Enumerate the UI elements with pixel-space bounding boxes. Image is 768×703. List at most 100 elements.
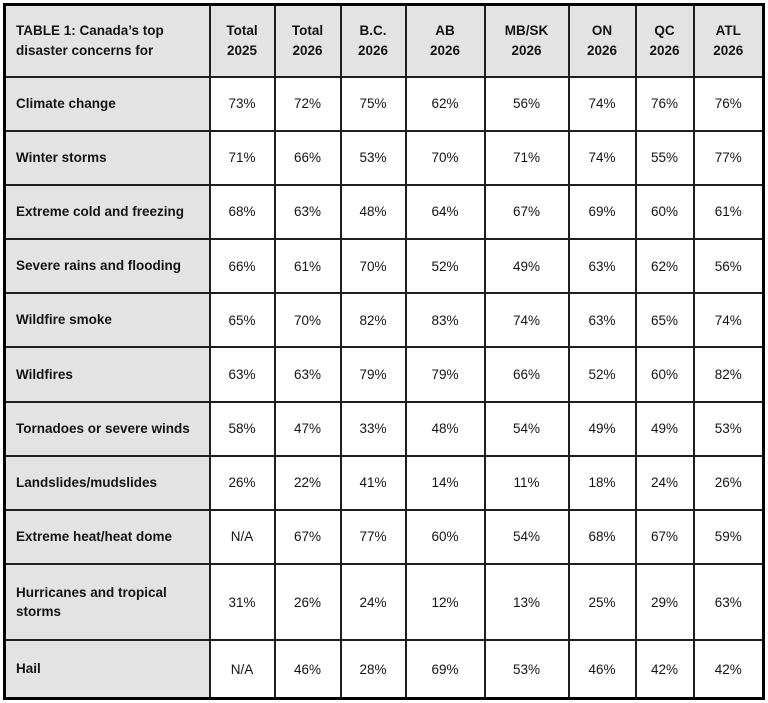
data-cell: 70% (339, 238, 407, 295)
data-cell: 68% (567, 508, 637, 566)
data-cell: 56% (692, 238, 765, 295)
data-cell: 74% (567, 129, 637, 186)
data-cell: 63% (273, 346, 342, 403)
data-cell: 49% (483, 238, 570, 295)
data-cell: 59% (692, 508, 765, 566)
data-cell: 65% (634, 292, 695, 349)
data-cell: N/A (208, 639, 276, 700)
data-cell: 49% (634, 400, 695, 457)
data-cell: 12% (404, 563, 486, 642)
data-cell: 47% (273, 400, 342, 457)
data-cell: 82% (339, 292, 407, 349)
data-cell: 26% (208, 454, 276, 511)
table-row: Extreme heat/heat dome N/A 67% 77% 60% 54% 68%… (3, 508, 765, 566)
data-cell: 54% (483, 508, 570, 566)
data-cell: 66% (208, 238, 276, 295)
data-cell: 63% (567, 292, 637, 349)
data-cell: 67% (483, 183, 570, 241)
column-header: MB/SK 2026 (483, 3, 570, 78)
table-body: Climate change 73% 72% 75% 62% 56% 74% 76% 76% Wi… (3, 75, 765, 700)
data-cell: 74% (483, 292, 570, 349)
data-cell: 72% (273, 75, 342, 132)
data-cell: 65% (208, 292, 276, 349)
data-cell: 66% (483, 346, 570, 403)
row-label: Wildfires (3, 346, 211, 403)
column-header: ATL 2026 (692, 3, 765, 78)
data-cell: 14% (404, 454, 486, 511)
data-cell: 62% (404, 75, 486, 132)
column-header: Total 2025 (208, 3, 276, 78)
data-cell: 61% (273, 238, 342, 295)
row-label: Landslides/mudslides (3, 454, 211, 511)
column-header: AB 2026 (404, 3, 486, 78)
data-cell: 73% (208, 75, 276, 132)
data-cell: 33% (339, 400, 407, 457)
data-cell: 42% (692, 639, 765, 700)
data-cell: 76% (634, 75, 695, 132)
table-row: Landslides/mudslides 26% 22% 41% 14% 11% 18% 24… (3, 454, 765, 511)
data-cell: 79% (404, 346, 486, 403)
data-cell: 26% (273, 563, 342, 642)
data-cell: 82% (692, 346, 765, 403)
data-cell: 29% (634, 563, 695, 642)
table-row: Hail N/A 46% 28% 69% 53% 46% 42% 42% (3, 639, 765, 700)
data-cell: 52% (567, 346, 637, 403)
row-label: Extreme cold and freezing (3, 183, 211, 241)
data-cell: 49% (567, 400, 637, 457)
data-cell: 31% (208, 563, 276, 642)
data-cell: 63% (567, 238, 637, 295)
data-cell: 79% (339, 346, 407, 403)
data-cell: 53% (483, 639, 570, 700)
data-cell: 54% (483, 400, 570, 457)
row-label: Hail (3, 639, 211, 700)
row-label: Severe rains and flooding (3, 238, 211, 295)
data-cell: 74% (567, 75, 637, 132)
row-label: Extreme heat/heat dome (3, 508, 211, 566)
data-cell: 71% (208, 129, 276, 186)
header-row: TABLE 1: Canada’s top disaster concerns … (3, 3, 765, 78)
data-cell: 25% (567, 563, 637, 642)
data-cell: 77% (339, 508, 407, 566)
data-cell: 71% (483, 129, 570, 186)
data-cell: 28% (339, 639, 407, 700)
data-cell: 70% (404, 129, 486, 186)
data-cell: 77% (692, 129, 765, 186)
data-cell: 64% (404, 183, 486, 241)
data-cell: N/A (208, 508, 276, 566)
disaster-concerns-table: TABLE 1: Canada’s top disaster concerns … (3, 3, 765, 700)
data-cell: 53% (692, 400, 765, 457)
table-row: Climate change 73% 72% 75% 62% 56% 74% 76% 76% (3, 75, 765, 132)
data-cell: 46% (567, 639, 637, 700)
data-cell: 46% (273, 639, 342, 700)
data-cell: 76% (692, 75, 765, 132)
table-row: Wildfire smoke 65% 70% 82% 83% 74% 63% 65% 74% (3, 292, 765, 349)
data-cell: 60% (404, 508, 486, 566)
table-row: Hurricanes and tropical storms 31% 26% 24% 1… (3, 563, 765, 642)
row-label: Wildfire smoke (3, 292, 211, 349)
table-row: Winter storms 71% 66% 53% 70% 71% 74% 55% 77% (3, 129, 765, 186)
data-cell: 55% (634, 129, 695, 186)
data-cell: 52% (404, 238, 486, 295)
data-cell: 48% (404, 400, 486, 457)
data-cell: 58% (208, 400, 276, 457)
data-cell: 69% (567, 183, 637, 241)
data-cell: 60% (634, 346, 695, 403)
data-cell: 66% (273, 129, 342, 186)
data-cell: 24% (634, 454, 695, 511)
data-cell: 63% (208, 346, 276, 403)
data-cell: 67% (273, 508, 342, 566)
row-label: Hurricanes and tropical storms (3, 563, 211, 642)
data-cell: 69% (404, 639, 486, 700)
table-row: Severe rains and flooding 66% 61% 70% 52% 49%… (3, 238, 765, 295)
table-row: Tornadoes or severe winds 58% 47% 33% 48% 54%… (3, 400, 765, 457)
data-cell: 26% (692, 454, 765, 511)
row-label: Climate change (3, 75, 211, 132)
data-cell: 83% (404, 292, 486, 349)
data-cell: 67% (634, 508, 695, 566)
column-header: Total 2026 (273, 3, 342, 78)
data-cell: 62% (634, 238, 695, 295)
table-title: TABLE 1: Canada’s top disaster concerns … (3, 3, 211, 78)
data-cell: 48% (339, 183, 407, 241)
data-cell: 56% (483, 75, 570, 132)
